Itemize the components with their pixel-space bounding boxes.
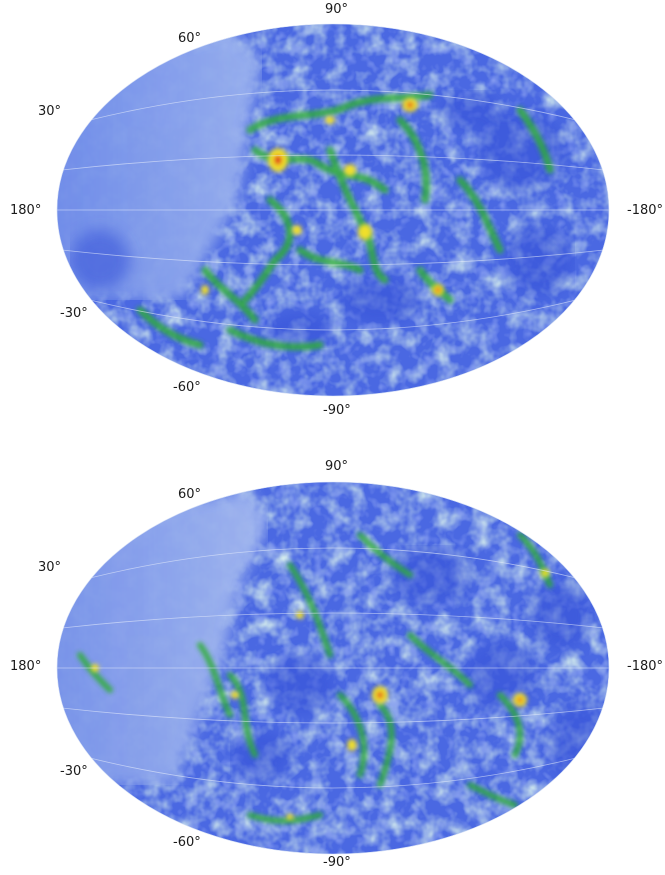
top-lat-90-label: 90° [325,2,349,17]
bottom-lat-m90-label: -90° [323,855,351,870]
top-lat-m30-label: -30° [60,306,88,321]
top-lon-right-label: -180° [627,203,664,218]
top-map-field [57,24,609,396]
bottom-lon-right-label: -180° [627,659,664,674]
bottom-lat-60-label: 60° [178,487,202,502]
bottom-lat-30-label: 30° [38,560,62,575]
top-lat-m90-label: -90° [323,403,351,418]
bottom-map-field [57,482,609,854]
bottom-lat-90-label: 90° [325,459,349,474]
top-map [56,23,610,397]
bottom-lat-m30-label: -30° [60,764,88,779]
top-lat-30-label: 30° [38,104,62,119]
bottom-lon-left-label: 180° [10,659,42,674]
top-lon-left-label: 180° [10,203,42,218]
bottom-lat-m60-label: -60° [173,835,201,850]
top-lat-m60-label: -60° [173,380,201,395]
top-lat-60-label: 60° [178,31,202,46]
bottom-map [56,481,610,855]
